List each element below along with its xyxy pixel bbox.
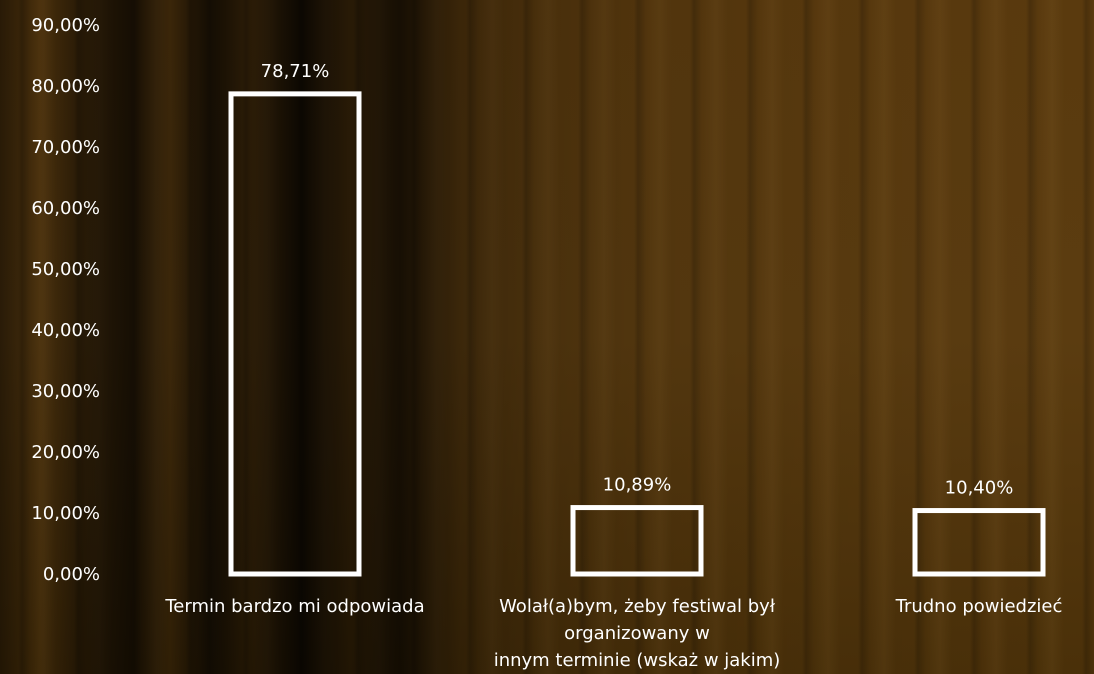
- y-tick-label: 70,00%: [31, 137, 100, 158]
- y-tick-label: 10,00%: [31, 503, 100, 524]
- y-tick-label: 30,00%: [31, 381, 100, 402]
- bars: [228, 91, 1046, 577]
- y-tick-label: 50,00%: [31, 259, 100, 280]
- y-tick-label: 40,00%: [31, 320, 100, 341]
- category-labels: Termin bardzo mi odpowiada Wolał(a)bym, ż…: [164, 596, 1062, 671]
- value-labels: 78,71% 10,89% 10,40%: [261, 61, 1014, 499]
- bar: [912, 508, 1046, 577]
- data-label: 10,40%: [945, 478, 1014, 499]
- bar: [228, 91, 362, 577]
- data-label: 10,89%: [603, 475, 672, 496]
- category-label: Termin bardzo mi odpowiada: [164, 596, 424, 617]
- y-axis: 0,00% 10,00% 20,00% 30,00% 40,00% 50,00% 60,00…: [31, 15, 100, 585]
- category-label: Wolał(a)bym, żeby festiwal był organizowa…: [494, 596, 781, 671]
- bar: [570, 505, 704, 577]
- category-label: Trudno powiedzieć: [895, 596, 1063, 617]
- y-tick-label: 20,00%: [31, 442, 100, 463]
- y-tick-label: 60,00%: [31, 198, 100, 219]
- y-tick-label: 0,00%: [43, 564, 100, 585]
- y-tick-label: 80,00%: [31, 76, 100, 97]
- y-tick-label: 90,00%: [31, 15, 100, 36]
- data-label: 78,71%: [261, 61, 330, 82]
